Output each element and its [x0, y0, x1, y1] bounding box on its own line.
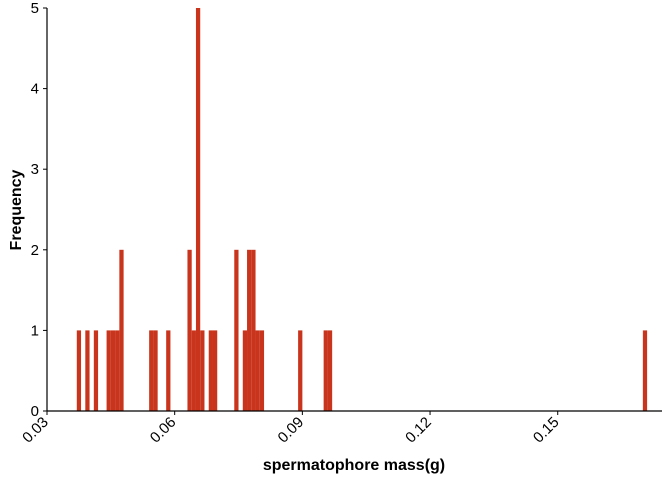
- histogram-bar: [85, 330, 90, 411]
- y-tick-label: 3: [31, 161, 39, 178]
- histogram-bar: [212, 330, 218, 411]
- x-tick-label: 0.12: [402, 414, 435, 447]
- histogram-bar: [191, 330, 196, 411]
- histogram-bar: [247, 249, 252, 411]
- histogram-bar: [187, 249, 192, 411]
- histogram-bars: [76, 8, 648, 411]
- histogram-bar: [166, 330, 171, 411]
- y-tick-label: 1: [31, 322, 39, 339]
- x-axis-title: spermatophore mass(g): [263, 457, 445, 474]
- histogram-bar: [93, 330, 99, 411]
- histogram-bar: [106, 330, 111, 411]
- y-tick-label: 4: [31, 81, 39, 98]
- y-tick-label: 0: [31, 403, 39, 420]
- x-tick-label: 0.09: [275, 414, 308, 447]
- y-axis-ticks: 0 1 2 3 4 5: [31, 0, 47, 420]
- histogram-bar: [327, 330, 333, 411]
- histogram-bar: [115, 330, 120, 411]
- y-axis-title: Frequency: [8, 169, 25, 250]
- histogram-bar: [153, 330, 158, 411]
- histogram-bar: [323, 330, 328, 411]
- histogram-bar: [200, 330, 205, 411]
- histogram-bar: [110, 330, 116, 411]
- y-tick-label: 5: [31, 0, 39, 17]
- x-axis-ticks: 0.03 0.06 0.09 0.12 0.15: [19, 411, 563, 447]
- histogram-bar: [251, 249, 256, 411]
- histogram-bar: [195, 8, 201, 411]
- histogram-bar: [76, 330, 82, 411]
- histogram-bar: [234, 249, 239, 411]
- histogram-bar: [298, 330, 303, 411]
- histogram-bar: [242, 330, 248, 411]
- x-tick-label: 0.06: [147, 414, 180, 447]
- x-tick-label: 0.15: [530, 414, 563, 447]
- histogram-bar: [259, 330, 265, 411]
- histogram-bar: [642, 330, 648, 411]
- histogram-bar: [149, 330, 154, 411]
- y-tick-label: 2: [31, 242, 39, 259]
- histogram-bar: [119, 249, 124, 411]
- histogram-bar: [255, 330, 260, 411]
- histogram-bar: [208, 330, 213, 411]
